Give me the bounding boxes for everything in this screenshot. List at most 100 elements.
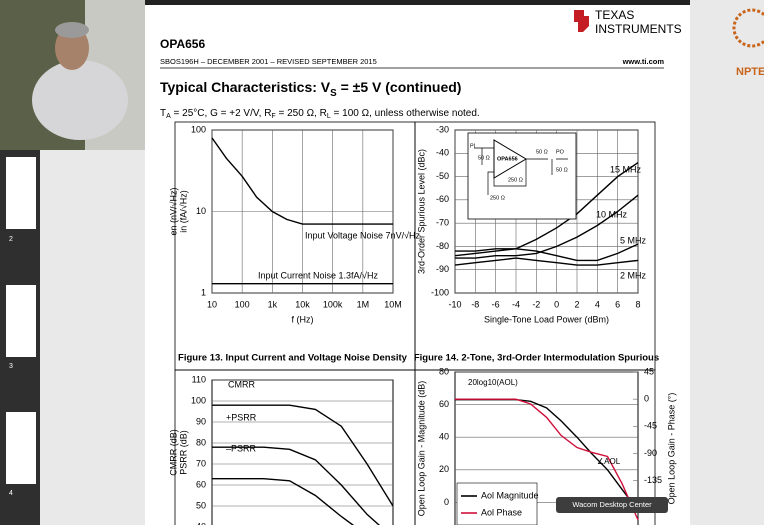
x-tick-label: 100 [235, 299, 250, 309]
y-tick-label: 20 [439, 464, 449, 474]
x-tick-label: -2 [532, 299, 540, 309]
doc-id: SBOS196H – DECEMBER 2001 – REVISED SEPTE… [160, 57, 377, 66]
x-tick-label: 4 [595, 299, 600, 309]
figure-caption: Figure 13. Input Current and Voltage Noi… [178, 353, 408, 364]
text-run: = 25°C, G = +2 V/V, R [171, 108, 272, 119]
x-tick-label: 6 [615, 299, 620, 309]
annotation: 20log10(AOL) [468, 378, 518, 387]
y-axis-label: Open Loop Gain - Magnitude (dB) [416, 381, 426, 517]
y-tick-label: -90 [436, 264, 449, 274]
y-tick-label: -70 [436, 218, 449, 228]
text-run: = 250 Ω, R [276, 108, 327, 119]
y-tick-label: 40 [196, 521, 206, 525]
series-label: 2 MHz [620, 270, 647, 280]
series-label: +PSRR [226, 412, 257, 422]
x-tick-label: -10 [448, 299, 461, 309]
x-tick-label: 10 [207, 299, 217, 309]
schematic-label: 250 Ω [508, 177, 523, 183]
slide-number: 3 [9, 363, 13, 370]
x-tick-label: 10M [384, 299, 402, 309]
legend-box [457, 483, 537, 525]
x-tick-label: -8 [471, 299, 479, 309]
x-tick-label: 1k [268, 299, 278, 309]
brand: TEXAS [595, 8, 634, 22]
y-tick-label: 70 [196, 458, 206, 468]
text-run: Typical Characteristics: V [160, 79, 331, 95]
x-axis-label: Single-Tone Load Power (dBm) [484, 314, 609, 324]
annotation: ∠AOL [597, 457, 621, 466]
text-run: = ±5 V (continued) [337, 79, 462, 95]
series-label: 10 MHz [596, 209, 628, 219]
y2-tick-label: 45 [644, 366, 654, 376]
series-label: –PSRR [226, 443, 257, 453]
y-tick-label: -60 [436, 194, 449, 204]
legend-label: Aol Magnitude [481, 490, 539, 500]
y-axis-label: PSRR (dB) [178, 430, 188, 475]
y-tick-label: 100 [191, 124, 206, 134]
url: www.ti.com [622, 57, 665, 66]
y-tick-label: 100 [191, 395, 206, 405]
series-label: 15 MHz [610, 164, 642, 174]
y-tick-label: 80 [439, 366, 449, 376]
page: 2 3 4 NPTE TEXAS INSTRUMENTS OPA656 SBOS… [0, 0, 764, 525]
y-axis-label: en (nV/√Hz) [168, 188, 178, 236]
slide-thumbnail[interactable] [6, 412, 36, 484]
x-tick-label: 2 [574, 299, 579, 309]
schematic-box [468, 133, 576, 219]
schematic-label: 50 Ω [556, 167, 568, 173]
y-tick-label: -100 [431, 287, 449, 297]
slide-thumbnail[interactable] [6, 285, 36, 357]
schematic-label: PI [470, 143, 476, 149]
video [0, 0, 145, 150]
x-tick-label: -4 [512, 299, 520, 309]
x-axis-label: f (Hz) [292, 314, 314, 324]
y-tick-label: -50 [436, 171, 449, 181]
series-label: Input Current Noise 1.3fA/√Hz [258, 270, 378, 280]
y2-axis-label: Open Loop Gain - Phase (°) [666, 393, 676, 505]
y-axis-label: in (fA/√Hz) [178, 190, 188, 232]
x-tick-label: 100k [323, 299, 343, 309]
series-label: 5 MHz [620, 235, 647, 245]
y-tick-label: 40 [439, 432, 449, 442]
y-tick-label: 50 [196, 500, 206, 510]
x-tick-label: -6 [492, 299, 500, 309]
series-label: CMRR [228, 379, 255, 389]
conditions: TA = 25°C, G = +2 V/V, RF = 250 Ω, RL = … [160, 108, 480, 121]
y-tick-label: 60 [439, 399, 449, 409]
x-tick-label: 1M [357, 299, 370, 309]
slide-number: 2 [9, 236, 13, 243]
x-tick-label: 0 [554, 299, 559, 309]
y-axis-label: CMRR (dB) [168, 429, 178, 476]
y-tick-label: 80 [196, 437, 206, 447]
y-tick-label: -80 [436, 241, 449, 251]
y-tick-label: 110 [192, 374, 206, 384]
series-label: Input Voltage Noise 7nV/√Hz [305, 230, 421, 240]
y-tick-label: 90 [196, 416, 206, 426]
y-tick-label: 60 [196, 479, 206, 489]
figure-caption: Figure 14. 2-Tone, 3rd-Order Intermodula… [414, 353, 659, 364]
y-tick-label: -30 [436, 124, 449, 134]
slide-number: 4 [9, 490, 13, 497]
y-tick-label: 1 [201, 287, 206, 297]
brand: INSTRUMENTS [595, 22, 682, 36]
top-bar [145, 0, 690, 5]
part-number: OPA656 [160, 37, 205, 51]
schematic-label: 50 Ω [536, 149, 548, 155]
schematic-label: 50 Ω [478, 155, 490, 161]
legend-label: Aol Phase [481, 507, 522, 517]
text-run: = 100 Ω, unless otherwise noted. [331, 108, 480, 119]
tooltip: Wacom Desktop Center [572, 500, 652, 509]
y2-tick-label: -45 [644, 421, 657, 431]
screen: 2 3 4 NPTE TEXAS INSTRUMENTS OPA656 SBOS… [0, 0, 764, 525]
y-tick-label: -40 [436, 148, 449, 158]
x-tick-label: 10k [295, 299, 310, 309]
y-tick-label: 10 [196, 206, 206, 216]
schematic-label: PO [556, 149, 565, 155]
nptel-text: NPTE [736, 66, 764, 78]
y2-tick-label: -90 [644, 448, 657, 458]
schematic-label: OPA656 [497, 156, 518, 162]
x-tick-label: 8 [635, 299, 640, 309]
slide-thumbnail[interactable] [6, 157, 36, 229]
y2-tick-label: 0 [644, 394, 649, 404]
schematic-label: 250 Ω [490, 195, 505, 201]
